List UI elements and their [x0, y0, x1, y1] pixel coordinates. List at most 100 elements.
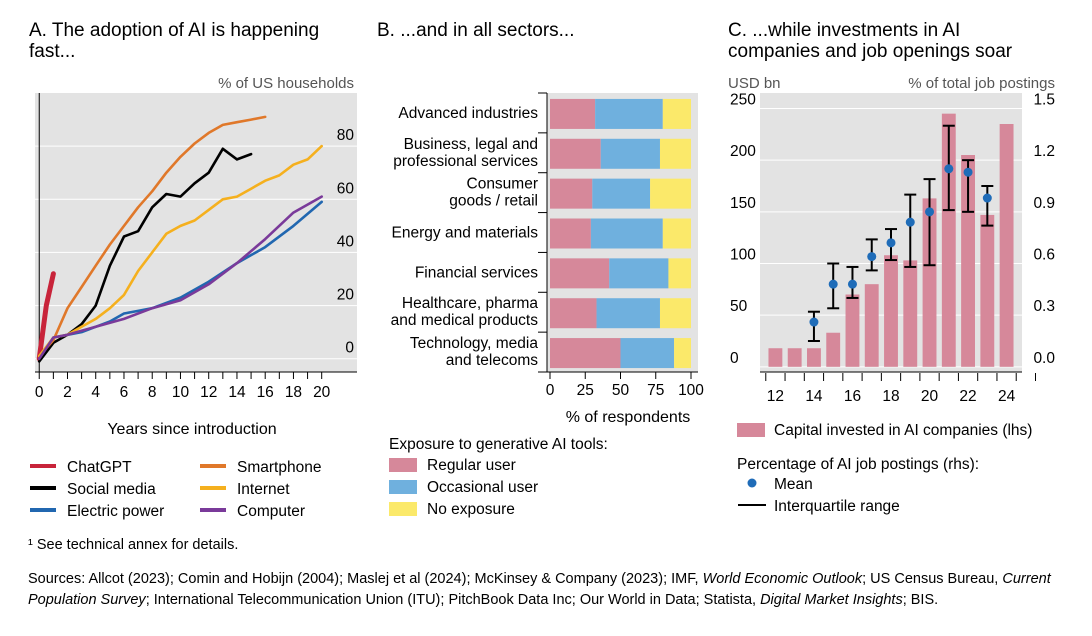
legend-label-computer: Computer — [237, 503, 305, 520]
panel-b-x-axis-label: % of respondents — [566, 409, 691, 426]
panel-a-x-tick-label: 8 — [148, 384, 157, 401]
panel-a-x-tick-label: 2 — [63, 384, 72, 401]
panel-c-x-tick-label: 12 — [767, 388, 784, 405]
panel-c-right-tick-label: 1.2 — [1033, 143, 1055, 160]
panel-c-right-tick-label: 1.5 — [1033, 92, 1055, 109]
panel-a-x-tick-label: 18 — [285, 384, 302, 401]
capital-bar — [884, 255, 898, 367]
panel-c-title: C. ...while investments in AI — [728, 20, 960, 41]
category-label: and medical products — [391, 312, 539, 329]
panel-a-plot-area — [35, 93, 357, 372]
bar-segment-regular_user — [550, 298, 597, 329]
bar-segment-regular_user — [550, 218, 591, 249]
panel-b-title: B. ...and in all sectors... — [377, 20, 574, 41]
mean-dot — [905, 217, 915, 227]
footnote: ¹ See technical annex for details. — [28, 537, 239, 553]
panel-c-right-tick-label: 0.3 — [1033, 298, 1055, 315]
panel-a-x-tick-label: 0 — [35, 384, 44, 401]
capital-bar — [807, 348, 821, 367]
panel-b-x-tick-label: 100 — [678, 382, 704, 399]
mean-dot — [828, 279, 838, 289]
legend-group-title: Percentage of AI job postings (rhs): — [737, 456, 979, 473]
capital-bar — [961, 155, 975, 367]
bar-segment-no_exposure — [659, 298, 691, 329]
bar-segment-occasional_user — [595, 98, 663, 129]
bar-segment-occasional_user — [590, 218, 663, 249]
legend-swatch-capital — [737, 423, 765, 437]
panel-a-adoption-chart: A. The adoption of AI is happeningfast..… — [29, 20, 357, 520]
panel-c-left-tick-label: 150 — [730, 195, 756, 212]
category-label: Technology, media — [410, 335, 538, 352]
legend-label-capital: Capital invested in AI companies (lhs) — [774, 422, 1032, 439]
category-label: Business, legal and — [404, 136, 538, 153]
capital-bar — [768, 348, 783, 367]
sources-segment: World Economic Outlook — [702, 571, 863, 587]
category-label: Advanced industries — [398, 105, 538, 122]
panel-a-x-tick-label: 16 — [257, 384, 274, 401]
bar-segment-occasional_user — [592, 178, 651, 209]
category-label: Consumer — [467, 176, 539, 193]
panel-c-left-tick-label: 200 — [730, 143, 756, 160]
bar-segment-regular_user — [550, 138, 601, 169]
bar-segment-no_exposure — [650, 178, 691, 209]
bar-segment-no_exposure — [662, 218, 691, 249]
sources-segment: Sources: Allcot (2023); Comin and Hobijn… — [28, 571, 703, 587]
series-line-smartphone — [37, 115, 267, 358]
category-label: professional services — [393, 153, 538, 170]
panel-c-left-tick-label: 100 — [730, 247, 756, 264]
bar-segment-no_exposure — [662, 98, 691, 129]
panel-a-x-tick-label: 4 — [91, 384, 100, 401]
bar-segment-no_exposure — [668, 258, 691, 289]
panel-a-y-tick-label: 40 — [337, 233, 355, 250]
mean-dot — [847, 279, 857, 289]
bar-segment-no_exposure — [659, 138, 691, 169]
panel-a-y-tick-label: 80 — [337, 127, 355, 144]
sources-segment: ; US Census Bureau, — [862, 571, 1003, 587]
sources-segment: ; BIS. — [902, 592, 939, 608]
panel-b-legend-title: Exposure to generative AI tools: — [389, 436, 608, 453]
sources-segment: Current Population Survey — [28, 571, 1051, 608]
bar-segment-no_exposure — [674, 338, 691, 369]
legend-swatch-no_exposure — [389, 502, 417, 516]
bar-segment-occasional_user — [620, 338, 675, 369]
panel-b-sector-chart: B. ...and in all sectors... Advanced indu… — [377, 20, 704, 518]
bar-segment-regular_user — [550, 178, 593, 209]
bar-segment-regular_user — [550, 338, 621, 369]
legend-swatch-occasional_user — [389, 480, 417, 494]
capital-bar — [922, 198, 937, 367]
legend-label-electric_power: Electric power — [67, 503, 164, 520]
panel-c-x-tick-label: 20 — [921, 388, 939, 405]
legend-label-smartphone: Smartphone — [237, 459, 321, 476]
panel-c-left-unit: USD bn — [728, 75, 781, 92]
panel-a-x-tick-label: 12 — [200, 384, 217, 401]
bar-segment-occasional_user — [600, 138, 660, 169]
capital-bar — [845, 294, 860, 367]
mean-dot — [867, 252, 877, 262]
category-label: Healthcare, pharma — [402, 295, 539, 312]
panel-a-title: fast... — [29, 41, 75, 62]
legend-label-regular_user: Regular user — [427, 457, 516, 474]
series-line-chatgpt — [36, 271, 56, 362]
legend-label-chatgpt: ChatGPT — [67, 459, 132, 476]
panel-a-x-tick-label: 20 — [313, 384, 331, 401]
sources-segment: ; International Telecommunication Union … — [145, 592, 761, 608]
bar-segment-occasional_user — [596, 298, 660, 329]
panel-a-unit-label: % of US households — [218, 75, 354, 92]
bar-segment-regular_user — [550, 98, 596, 129]
panel-c-x-tick-label: 16 — [844, 388, 861, 405]
panel-b-x-tick-label: 75 — [647, 382, 664, 399]
panel-c-right-tick-label: 0.0 — [1033, 350, 1055, 367]
legend-label-social_media: Social media — [67, 481, 156, 498]
legend-label-internet: Internet — [237, 481, 290, 498]
panel-c-x-tick-label: 14 — [805, 388, 823, 405]
mean-dot — [886, 238, 896, 248]
panel-b-x-tick-label: 25 — [577, 382, 594, 399]
mean-dot — [925, 207, 935, 217]
panel-c-x-tick-label: 24 — [998, 388, 1016, 405]
panel-a-x-tick-label: 6 — [120, 384, 129, 401]
capital-bar — [826, 332, 841, 367]
sources-note: Sources: Allcot (2023); Comin and Hobijn… — [28, 569, 1073, 611]
panel-a-y-tick-label: 0 — [345, 340, 354, 357]
